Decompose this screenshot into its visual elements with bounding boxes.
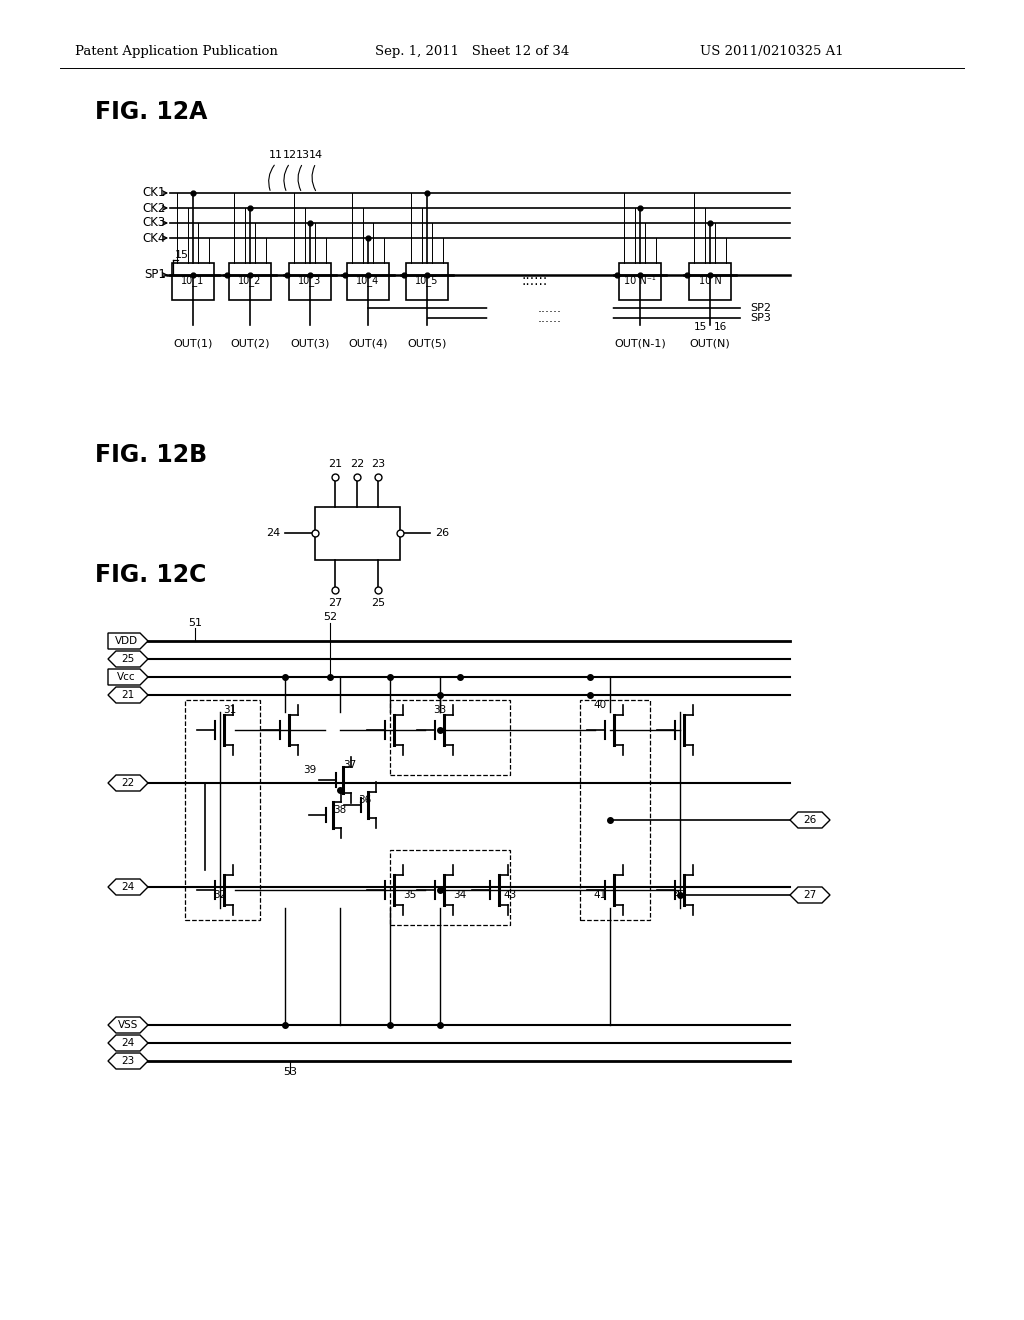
Text: 35: 35	[403, 890, 417, 900]
Text: 51: 51	[188, 618, 202, 628]
Text: OUT(2): OUT(2)	[230, 338, 269, 348]
Text: 52: 52	[323, 612, 337, 622]
Text: 25: 25	[122, 653, 134, 664]
Text: 21: 21	[122, 690, 134, 700]
Text: 40: 40	[594, 700, 606, 710]
Text: 27: 27	[804, 890, 816, 900]
Bar	[618, 263, 662, 300]
Text: Patent Application Publication: Patent Application Publication	[75, 45, 278, 58]
Text: 43: 43	[504, 890, 517, 900]
Text: 26: 26	[435, 528, 450, 539]
Text: OUT(1): OUT(1)	[173, 338, 213, 348]
Text: 15: 15	[693, 322, 707, 333]
Text: 37: 37	[343, 760, 356, 770]
Text: 10_5: 10_5	[416, 276, 438, 286]
Text: CK3: CK3	[142, 216, 166, 230]
Text: 23: 23	[122, 1056, 134, 1067]
Text: ......: ......	[538, 312, 562, 325]
Bar	[580, 700, 650, 920]
Text: 25: 25	[371, 598, 385, 609]
Text: OUT(3): OUT(3)	[291, 338, 330, 348]
Text: ......: ......	[538, 301, 562, 314]
Text: 33: 33	[433, 705, 446, 715]
Text: 10_4: 10_4	[356, 276, 380, 286]
Text: 21: 21	[328, 459, 342, 469]
Bar	[689, 263, 731, 300]
Text: 53: 53	[283, 1067, 297, 1077]
Text: 15: 15	[175, 249, 189, 260]
Text: 24: 24	[122, 1038, 134, 1048]
Bar	[390, 700, 510, 775]
Text: 41: 41	[593, 890, 606, 900]
Text: SP3: SP3	[750, 313, 771, 323]
Text: 10_3: 10_3	[298, 276, 322, 286]
Text: 10_1: 10_1	[181, 276, 205, 286]
Text: 13: 13	[296, 150, 310, 160]
Text: FIG. 12B: FIG. 12B	[95, 444, 207, 467]
Bar	[315, 507, 400, 560]
Bar	[185, 700, 260, 920]
Text: 27: 27	[328, 598, 342, 609]
Text: 11: 11	[269, 150, 283, 160]
Text: 39: 39	[303, 766, 316, 775]
Text: US 2011/0210325 A1: US 2011/0210325 A1	[700, 45, 844, 58]
Text: ......: ......	[522, 268, 548, 282]
Text: FIG. 12C: FIG. 12C	[95, 564, 207, 587]
Text: 10 N⁻¹: 10 N⁻¹	[624, 276, 656, 286]
Text: 36: 36	[358, 795, 372, 805]
Text: OUT(5): OUT(5)	[408, 338, 446, 348]
Text: FIG. 12A: FIG. 12A	[95, 100, 208, 124]
Text: 14: 14	[309, 150, 323, 160]
Text: SP2: SP2	[750, 304, 771, 313]
Text: 31: 31	[223, 705, 237, 715]
Text: 24: 24	[122, 882, 134, 892]
Bar	[390, 850, 510, 925]
Text: CK1: CK1	[142, 186, 166, 199]
Text: 24: 24	[266, 528, 280, 539]
Text: 10_2: 10_2	[239, 276, 262, 286]
Text: VSS: VSS	[118, 1020, 138, 1030]
Text: CK2: CK2	[142, 202, 166, 214]
Text: 12: 12	[283, 150, 297, 160]
Bar	[289, 263, 331, 300]
Text: Sep. 1, 2011   Sheet 12 of 34: Sep. 1, 2011 Sheet 12 of 34	[375, 45, 569, 58]
Text: ......: ......	[522, 275, 548, 288]
Text: 22: 22	[350, 459, 365, 469]
Text: VDD: VDD	[115, 636, 137, 645]
Text: 22: 22	[122, 777, 134, 788]
Text: 32: 32	[213, 890, 226, 900]
Text: OUT(4): OUT(4)	[348, 338, 388, 348]
Text: OUT(N): OUT(N)	[689, 338, 730, 348]
Bar	[172, 263, 214, 300]
Text: 23: 23	[371, 459, 385, 469]
Bar	[347, 263, 389, 300]
Text: OUT(N-1): OUT(N-1)	[614, 338, 666, 348]
Bar	[229, 263, 271, 300]
Text: 34: 34	[454, 890, 467, 900]
Text: 38: 38	[334, 805, 347, 814]
Text: 42: 42	[674, 890, 687, 900]
Text: 26: 26	[804, 814, 816, 825]
Text: SP1: SP1	[144, 268, 166, 281]
Text: 10 N: 10 N	[698, 276, 721, 286]
Bar	[406, 263, 449, 300]
Text: 16: 16	[714, 322, 727, 333]
Text: Vcc: Vcc	[117, 672, 135, 682]
Text: CK4: CK4	[142, 231, 166, 244]
